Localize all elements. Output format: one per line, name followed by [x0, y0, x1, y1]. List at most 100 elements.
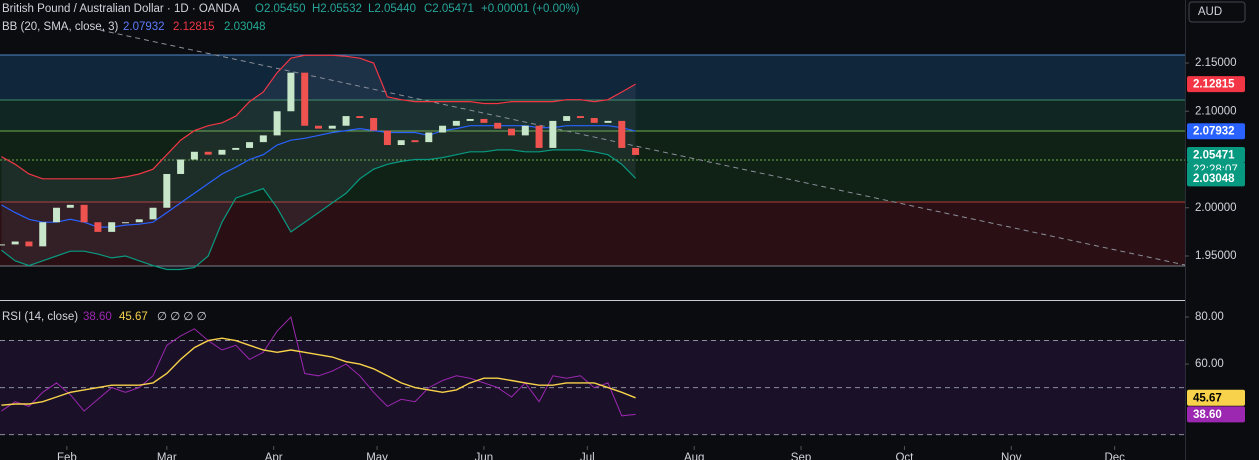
- zone: [0, 202, 1185, 266]
- rsi-extra: ∅ ∅ ∅ ∅: [157, 311, 207, 323]
- candle: [39, 222, 47, 247]
- candle: [0, 244, 5, 246]
- candle: [328, 125, 336, 129]
- ohlc-open: O2.05450: [255, 3, 306, 15]
- candle: [535, 125, 543, 148]
- candle: [342, 116, 350, 126]
- candle: [521, 125, 529, 136]
- candle: [80, 204, 88, 223]
- y-tick-label: 1.95000: [1195, 250, 1237, 262]
- candle: [273, 111, 281, 136]
- candle: [301, 72, 309, 126]
- candle: [190, 151, 198, 160]
- candle: [618, 120, 626, 148]
- candle: [246, 142, 254, 148]
- price-badge-label: 45.67: [1193, 392, 1222, 404]
- currency-button[interactable]: [1188, 1, 1246, 23]
- candle: [411, 140, 419, 143]
- price-badge: [1187, 76, 1245, 93]
- bb-basis-value: 2.07932: [123, 21, 165, 33]
- candle: [135, 219, 143, 223]
- candle: [287, 72, 295, 112]
- x-tick-label: Jun: [475, 452, 494, 460]
- candle: [397, 140, 405, 146]
- candle: [632, 147, 640, 155]
- x-tick-label: Nov: [1001, 452, 1022, 460]
- x-tick-label: Jul: [580, 452, 595, 460]
- candle: [314, 125, 322, 129]
- candle: [466, 118, 474, 121]
- candle: [25, 241, 33, 247]
- x-tick-label: Mar: [157, 452, 177, 460]
- candle: [494, 122, 502, 129]
- candle: [53, 207, 61, 223]
- rsi-band: [0, 340, 1185, 435]
- ohlc-high: H2.05532: [312, 3, 362, 15]
- x-tick-label: Feb: [57, 452, 77, 460]
- candle: [590, 118, 598, 123]
- candle: [204, 151, 212, 155]
- candle: [563, 116, 571, 121]
- x-tick-label: Apr: [265, 452, 283, 460]
- zone: [0, 131, 1185, 202]
- candle: [356, 116, 364, 119]
- y-tick-label: 2.10000: [1195, 105, 1237, 117]
- bb-upper-value: 2.12815: [173, 21, 215, 33]
- price-badge-label: 2.12815: [1193, 79, 1235, 91]
- plot: 2.15000 2.10000 2.00000 1.95000 Feb Mar Apr May…: [0, 54, 1245, 460]
- bb-basis: [1, 125, 636, 228]
- candle: [66, 204, 74, 208]
- candle: [383, 130, 391, 146]
- zone: [0, 55, 1185, 100]
- rsi-ma-value: 45.67: [119, 311, 148, 323]
- price-badge: [1187, 123, 1245, 140]
- price-badge: [1187, 170, 1245, 187]
- rsi-title: RSI (14, close): [2, 311, 78, 323]
- symbol-title: British Pound / Australian Dollar · 1D ·…: [2, 3, 240, 15]
- ohlc-close: C2.05471: [424, 3, 474, 15]
- price-badge: [1187, 146, 1245, 163]
- candle: [508, 128, 516, 136]
- x-tick-label: Dec: [1104, 452, 1125, 460]
- candle: [480, 118, 488, 123]
- x-tick-label: Oct: [895, 452, 914, 460]
- y-tick-label: 60.00: [1195, 358, 1224, 370]
- rsi-line: [1, 316, 636, 417]
- price-badge: [1187, 389, 1245, 406]
- bb-lower: [1, 149, 637, 271]
- price-badge: [1187, 406, 1245, 423]
- candle: [163, 173, 171, 208]
- price-badge-label: 2.05471: [1193, 149, 1235, 161]
- candle: [452, 120, 460, 126]
- bb-upper: [1, 54, 636, 180]
- x-tick-label: May: [366, 452, 388, 460]
- x-tick-label: Aug: [684, 452, 704, 460]
- ohlc-low: L2.05440: [368, 3, 416, 15]
- price-badge-label: 38.60: [1193, 409, 1222, 421]
- bb-title: BB (20, SMA, close, 3): [2, 21, 118, 33]
- y-tick-label: 80.00: [1195, 311, 1224, 323]
- rsi-value: 38.60: [83, 311, 112, 323]
- candle: [549, 120, 557, 148]
- candle: [604, 120, 612, 123]
- candle: [218, 149, 226, 155]
- candle: [177, 159, 185, 174]
- candle: [232, 147, 240, 150]
- y-tick-label: 2.00000: [1195, 202, 1237, 214]
- candle: [576, 116, 584, 119]
- candle: [149, 207, 157, 220]
- x-tick-label: Sep: [791, 452, 811, 460]
- candle: [11, 241, 19, 245]
- candle: [259, 135, 267, 143]
- candle: [94, 222, 102, 232]
- rsi-line: [1, 337, 636, 406]
- currency[interactable]: AUD: [1198, 6, 1222, 18]
- price-badge-label: 2.03048: [1193, 173, 1235, 185]
- y-tick-label: 2.15000: [1195, 57, 1237, 69]
- candle: [425, 132, 433, 143]
- candle: [108, 222, 116, 232]
- ohlc-change: +0.00001 (+0.00%): [481, 3, 580, 15]
- candle: [121, 222, 129, 224]
- bb-lower-value: 2.03048: [224, 21, 266, 33]
